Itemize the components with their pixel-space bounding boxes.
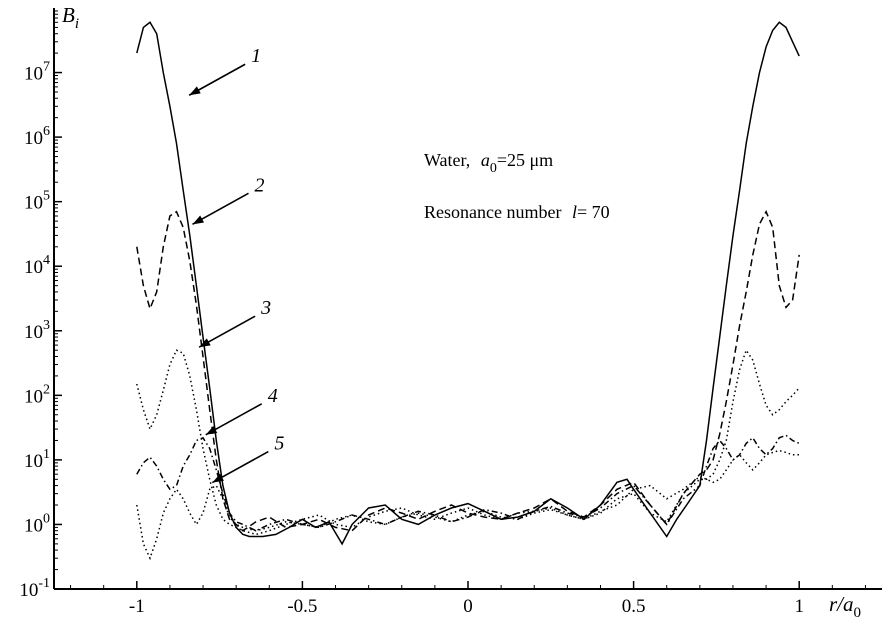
y-tick-label: 102	[24, 382, 50, 407]
y-tick-label: 103	[24, 318, 50, 343]
callouts: 1 2 3 4 5	[188, 45, 284, 484]
x-tick-label: 0.5	[622, 596, 646, 617]
tick-labels: 10-1 100 101 102 103 104 105 106 107 -1 -0.5 0 0.5 1	[19, 60, 804, 617]
annotation-water-suffix: =25 μm	[497, 150, 553, 170]
y-tick-label: 100	[24, 511, 50, 536]
x-tick-label: -1	[129, 596, 145, 617]
y-axis-label-sub: i	[75, 16, 79, 32]
y-tick-label: 10-1	[19, 576, 50, 601]
y-tick-label: 101	[24, 447, 50, 472]
y-tick-label: 106	[24, 124, 50, 149]
annotation-resonance-prefix: Resonance number	[424, 202, 561, 222]
annotation-water-sub: 0	[490, 161, 497, 176]
y-tick-label: 105	[24, 189, 50, 214]
annotation-resonance-var: l	[572, 202, 577, 222]
curves	[136, 21, 800, 561]
curve-label-3: 3	[260, 297, 271, 319]
series-curve-3	[136, 348, 800, 536]
callout-arrowhead-1	[189, 86, 201, 96]
callout-arrowhead-2	[192, 215, 205, 225]
x-tick-label: -0.5	[287, 596, 317, 617]
y-axis-label: Bi	[62, 3, 79, 32]
callout-arrowhead-3	[199, 338, 211, 348]
x-axis-label-main: r/a	[829, 592, 854, 616]
annotation-water: Water, a0=25 μm	[424, 150, 553, 176]
annotation-water-var: a	[481, 150, 490, 170]
series-curve-2	[136, 209, 800, 532]
y-tick-label: 104	[24, 253, 50, 278]
curve-label-2: 2	[254, 174, 264, 196]
annotation-resonance-suffix: = 70	[577, 202, 610, 222]
x-axis-label: r/a0	[829, 592, 861, 619]
y-axis-label-main: B	[62, 3, 75, 27]
x-axis-label-sub: 0	[854, 605, 862, 619]
callout-arrowhead-4	[205, 425, 218, 435]
curve-label-4: 4	[268, 385, 278, 407]
annotation-resonance: Resonance number l= 70	[424, 202, 610, 222]
y-tick-label: 107	[24, 60, 50, 85]
annotation-water-prefix: Water,	[424, 150, 470, 170]
x-tick-label: 0	[463, 596, 473, 617]
curve-label-1: 1	[251, 45, 261, 67]
callout-arrowhead-5	[212, 473, 224, 483]
curve-label-5: 5	[274, 433, 284, 455]
series-curve-5	[136, 449, 800, 561]
axes	[53, 8, 882, 590]
x-tick-label: 1	[794, 596, 804, 617]
series-curve-1	[136, 21, 800, 546]
